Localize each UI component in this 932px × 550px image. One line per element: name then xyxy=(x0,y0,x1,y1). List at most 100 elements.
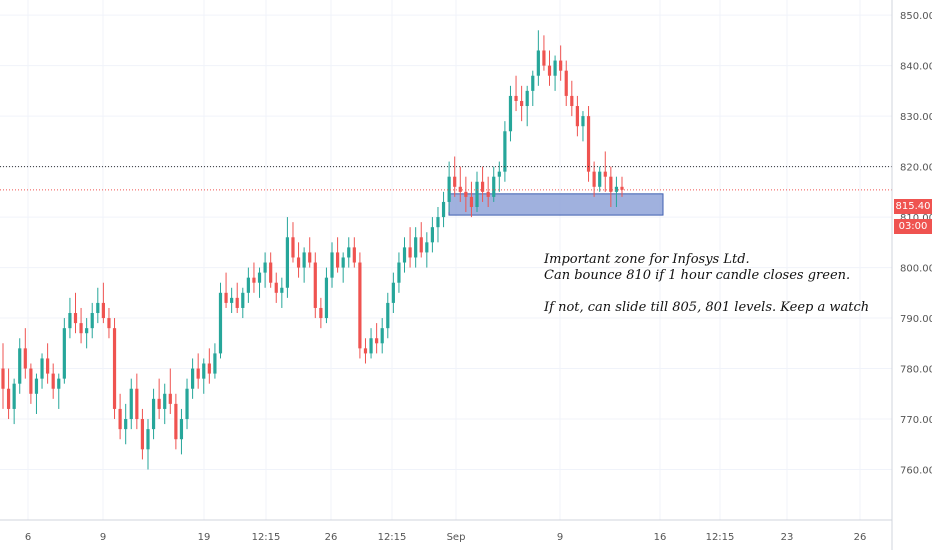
candle-body xyxy=(302,252,306,268)
candle-body xyxy=(230,297,234,303)
candle-body xyxy=(168,393,172,404)
annotation-spacer xyxy=(544,284,869,300)
candle-body xyxy=(263,262,267,273)
y-tick-label: 790.00 xyxy=(900,314,932,325)
candle-body xyxy=(469,196,474,207)
x-tick-label: 23 xyxy=(781,532,794,543)
candle-body xyxy=(475,181,479,207)
level-lines xyxy=(0,166,892,191)
candle-body xyxy=(157,398,161,409)
candle-body xyxy=(508,95,513,132)
candle-body xyxy=(620,186,624,190)
candle-body xyxy=(402,247,407,263)
candle-body xyxy=(90,313,94,329)
last-price-tag: 815.40 xyxy=(894,199,932,214)
candle-body xyxy=(62,328,66,379)
candle-body xyxy=(151,398,156,430)
candle-body xyxy=(397,262,401,283)
candle-body xyxy=(85,328,89,334)
y-tick-label: 760.00 xyxy=(900,466,932,477)
candle-body xyxy=(1,368,5,389)
candle-body xyxy=(581,116,585,127)
candle-body xyxy=(570,95,574,107)
candle-body xyxy=(386,302,390,329)
x-tick-label: Sep xyxy=(447,532,466,543)
candle-body xyxy=(380,328,384,344)
candle-body xyxy=(174,403,178,440)
x-tick-label: 9 xyxy=(557,532,563,543)
candle-body xyxy=(598,171,602,187)
candle-body xyxy=(486,191,490,197)
candle-body xyxy=(586,116,591,172)
candle-body xyxy=(592,171,596,187)
candle-body xyxy=(531,75,535,91)
candle-body xyxy=(453,176,457,187)
candle-body xyxy=(51,373,55,389)
candle-body xyxy=(124,419,128,430)
candle-body xyxy=(330,252,334,278)
candle-body xyxy=(547,65,552,76)
candle-body xyxy=(430,227,434,243)
candle-body xyxy=(163,393,167,409)
candle-body xyxy=(118,408,122,430)
candle-body xyxy=(575,106,579,127)
x-tick-label: 12:15 xyxy=(378,532,407,543)
countdown-tag: 03:00 xyxy=(894,219,932,234)
candle-body xyxy=(497,171,501,177)
candle-body xyxy=(146,429,150,450)
candle-body xyxy=(280,287,284,293)
candle-body xyxy=(441,201,446,218)
y-tick-label: 800.00 xyxy=(900,264,932,275)
candle-body xyxy=(257,272,262,283)
candle-body xyxy=(347,247,351,258)
candle-body xyxy=(313,262,317,308)
candle-body xyxy=(425,242,429,253)
candle-body xyxy=(503,131,507,172)
candle-body xyxy=(29,368,33,394)
x-tick-label: 12:15 xyxy=(252,532,281,543)
candle-body xyxy=(241,292,245,308)
annotation-line-2: Can bounce 810 if 1 hour candle closes g… xyxy=(544,268,851,283)
candle-body xyxy=(179,419,184,440)
candle-body xyxy=(202,363,206,379)
candle-body xyxy=(391,282,395,303)
candle-body xyxy=(12,383,16,409)
candle-body xyxy=(269,262,273,283)
x-tick-label: 26 xyxy=(854,532,867,543)
candle-body xyxy=(96,302,100,314)
candle-body xyxy=(246,277,250,293)
candle-body xyxy=(40,358,44,379)
candle-body xyxy=(341,257,345,268)
candle-body xyxy=(107,318,111,329)
candle-body xyxy=(285,237,290,288)
candle-body xyxy=(129,388,133,420)
candle-body xyxy=(34,378,39,394)
candle-body xyxy=(369,338,373,354)
candle-body xyxy=(375,338,379,344)
candle-body xyxy=(458,186,462,192)
candle-body xyxy=(207,363,211,374)
x-tick-label: 6 xyxy=(25,532,31,543)
support-zone xyxy=(448,193,664,216)
candle-body xyxy=(408,247,412,258)
candle-body xyxy=(218,292,223,354)
y-tick-label: 810.00 xyxy=(900,213,932,224)
candle-body xyxy=(224,292,228,303)
chart-annotation[interactable]: Important zone for Infosys Ltd. Can boun… xyxy=(544,252,869,316)
candle-body xyxy=(480,181,485,192)
candle-body xyxy=(140,419,145,450)
candle-body xyxy=(6,388,11,409)
candle-body xyxy=(414,237,418,258)
candle-body xyxy=(185,388,189,420)
candle-body xyxy=(296,257,301,268)
candle-body xyxy=(308,252,312,263)
candle-body xyxy=(291,237,295,258)
annotation-line-1: Important zone for Infosys Ltd. xyxy=(544,252,750,267)
candle-body xyxy=(520,100,524,107)
candle-body xyxy=(514,95,518,101)
annotation-line-3: If not, can slide till 805, 801 levels. … xyxy=(544,300,870,315)
candle-body xyxy=(559,60,563,71)
